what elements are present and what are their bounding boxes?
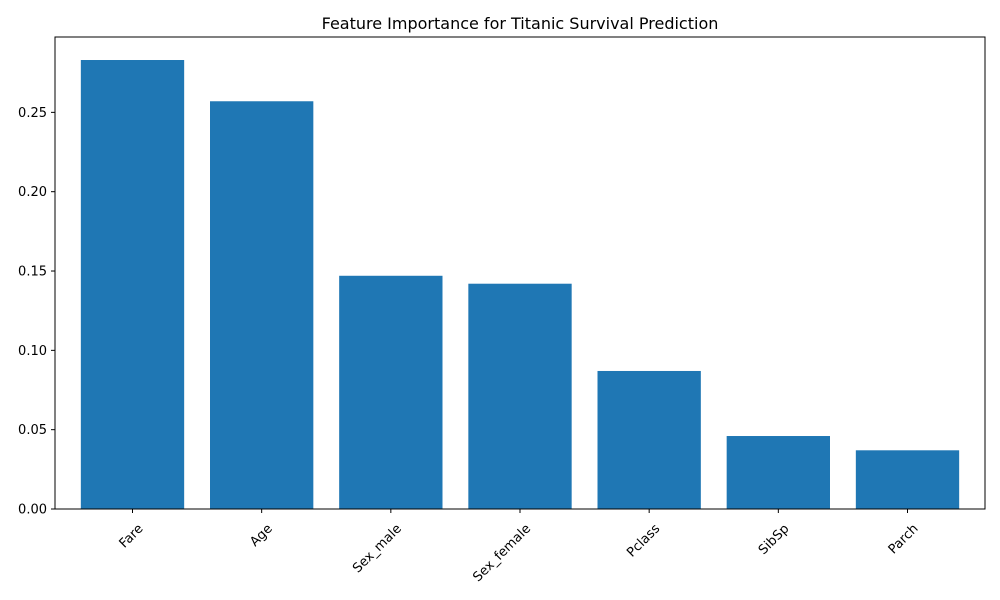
bar-sibsp bbox=[726, 436, 830, 509]
y-tick-label: 0.00 bbox=[18, 503, 47, 518]
y-axis: 0.00 0.05 0.10 0.15 0.20 0.25 bbox=[18, 106, 55, 518]
x-tick-label: Sex_female bbox=[470, 521, 534, 585]
x-tick-label: Sex_male bbox=[350, 521, 405, 576]
x-tick-label: Age bbox=[247, 521, 275, 549]
bar-age bbox=[210, 101, 314, 509]
y-tick-label: 0.05 bbox=[18, 423, 47, 438]
x-tick-label: Fare bbox=[117, 521, 147, 551]
bar-sex-female bbox=[468, 283, 572, 509]
plot-frame bbox=[54, 36, 986, 510]
bars-group bbox=[80, 60, 960, 510]
y-tick-label: 0.20 bbox=[18, 185, 47, 200]
y-tick-label: 0.15 bbox=[18, 265, 47, 280]
chart-title: Feature Importance for Titanic Survival … bbox=[322, 14, 719, 33]
y-tick-label: 0.10 bbox=[18, 344, 47, 359]
bar-sex-male bbox=[339, 275, 443, 509]
bar-parch bbox=[855, 450, 960, 509]
x-tick-label: SibSp bbox=[756, 521, 793, 558]
bar-fare bbox=[80, 60, 185, 510]
bar-pclass bbox=[597, 370, 701, 509]
x-tick-label: Pclass bbox=[624, 521, 663, 560]
x-axis: Fare Age Sex_male Sex_female Pclass SibSp Parc… bbox=[117, 509, 922, 585]
y-tick-label: 0.25 bbox=[18, 106, 47, 121]
x-tick-label: Parch bbox=[886, 521, 922, 557]
